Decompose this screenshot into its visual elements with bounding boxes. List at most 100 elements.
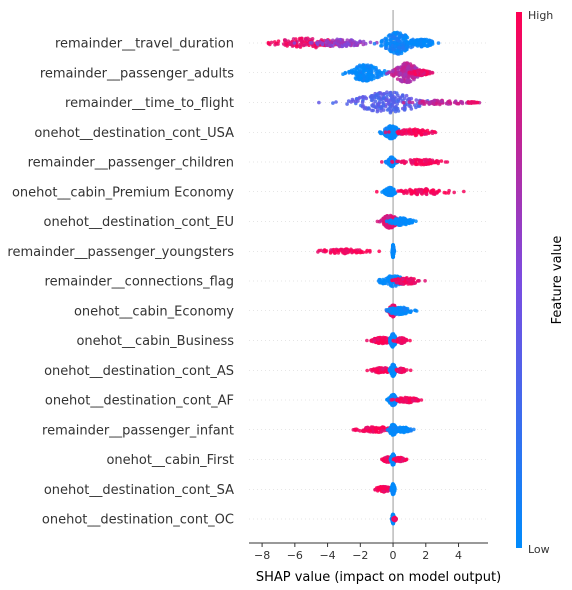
shap-point <box>393 219 398 224</box>
shap-point <box>414 161 418 165</box>
shap-point <box>385 219 389 223</box>
shap-point <box>401 277 405 281</box>
shap-point <box>397 131 401 135</box>
shap-point <box>430 70 434 75</box>
x-axis-title: SHAP value (impact on model output) <box>256 570 501 585</box>
shap-point <box>346 99 351 103</box>
shap-point <box>414 157 419 162</box>
shap-point <box>417 104 421 108</box>
shap-point <box>367 106 371 110</box>
shap-point <box>437 99 442 104</box>
x-tick-label: 0 <box>390 549 397 562</box>
shap-point <box>384 191 388 196</box>
shap-point <box>401 36 406 41</box>
shap-point <box>393 342 397 347</box>
shap-point <box>390 364 395 369</box>
shap-point <box>339 247 343 252</box>
shap-point <box>334 100 338 104</box>
shap-point <box>427 161 431 166</box>
shap-point <box>361 73 366 78</box>
feature-row-points <box>385 392 424 408</box>
shap-point <box>452 190 457 195</box>
shap-point <box>375 189 379 194</box>
feature-row-points <box>380 155 450 169</box>
shap-point <box>331 101 335 105</box>
shap-point <box>395 159 399 164</box>
feature-row-points <box>316 243 397 259</box>
shap-point <box>419 398 424 402</box>
shap-point <box>328 251 333 255</box>
shap-point <box>405 35 410 40</box>
shap-point <box>391 68 395 73</box>
shap-point <box>375 426 380 431</box>
shap-point <box>397 336 402 340</box>
feature-label: remainder__passenger_children <box>28 156 234 171</box>
shap-point <box>413 66 418 70</box>
feature-row-points <box>266 30 441 56</box>
shap-point <box>419 132 424 137</box>
shap-point <box>354 72 359 77</box>
feature-label: remainder__time_to_flight <box>65 96 234 111</box>
shap-point <box>388 106 392 110</box>
shap-point <box>401 93 405 98</box>
shap-point <box>428 100 432 105</box>
shap-point <box>345 102 349 106</box>
shap-point <box>417 129 421 134</box>
shap-point <box>351 70 356 74</box>
shap-point <box>297 36 302 41</box>
shap-point <box>366 70 371 74</box>
shap-point <box>393 44 397 48</box>
shap-point <box>401 62 405 67</box>
shap-point <box>395 77 400 81</box>
shap-point <box>415 189 420 193</box>
shap-point <box>385 90 389 94</box>
shap-point <box>409 428 414 433</box>
shap-point <box>410 100 415 105</box>
shap-point <box>395 340 400 344</box>
shap-point <box>389 311 394 316</box>
shap-point <box>409 64 414 68</box>
shap-point <box>395 398 399 402</box>
shap-point <box>422 38 427 43</box>
shap-point <box>381 220 386 225</box>
shap-point <box>354 66 359 71</box>
shap-point <box>409 160 414 165</box>
feature-label: onehot__cabin_Premium Economy <box>12 185 234 200</box>
shap-point <box>397 218 402 222</box>
feature-row-points <box>373 482 397 497</box>
feature-label: remainder__passenger_youngsters <box>7 245 234 260</box>
shap-point <box>391 303 395 308</box>
shap-point <box>413 72 418 76</box>
shap-point <box>393 335 398 339</box>
shap-point <box>414 98 419 102</box>
shap-point <box>304 42 308 47</box>
shap-point <box>390 159 394 164</box>
shap-point <box>416 38 421 43</box>
shap-point <box>408 368 413 373</box>
shap-point <box>331 38 335 43</box>
shap-point <box>300 40 305 44</box>
shap-point <box>388 431 393 436</box>
shap-point <box>379 39 384 44</box>
shap-point <box>353 427 357 432</box>
shap-point <box>288 42 292 46</box>
shap-point <box>380 92 385 97</box>
shap-point <box>368 66 373 71</box>
feature-label: onehot__destination_cont_OC <box>42 513 234 528</box>
shap-point <box>471 100 476 105</box>
shap-point <box>424 157 429 162</box>
shap-point <box>353 76 358 80</box>
feature-row-points <box>376 274 427 289</box>
shap-point <box>429 41 433 45</box>
shap-point <box>315 41 319 45</box>
feature-labels: remainder__travel_duration remainder__pas… <box>7 37 234 528</box>
shap-point <box>422 129 426 133</box>
shap-point <box>395 106 400 111</box>
shap-point <box>381 486 385 491</box>
shap-point <box>392 485 397 490</box>
shap-point <box>407 129 411 134</box>
shap-point <box>361 429 365 433</box>
shap-point <box>402 159 406 163</box>
shap-point <box>377 101 381 106</box>
shap-point <box>323 249 328 253</box>
